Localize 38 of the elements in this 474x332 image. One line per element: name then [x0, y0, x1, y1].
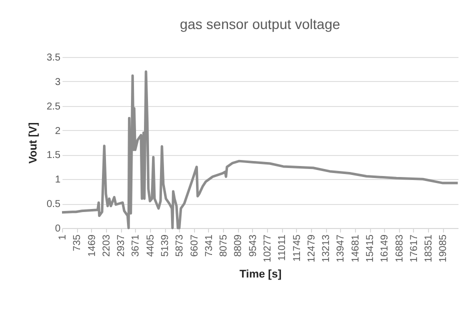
x-tick-label: 13213: [321, 234, 332, 262]
x-tick-label: 3671: [130, 234, 142, 257]
x-tick-label: 1469: [86, 234, 98, 257]
x-tick-label: 16149: [380, 234, 391, 262]
x-tick-label: 4405: [145, 234, 156, 257]
line-series: [60, 70, 460, 230]
chart-title: gas sensor output voltage: [180, 16, 340, 32]
x-tick-label: 735: [72, 234, 84, 252]
x-tick-label: 6607: [189, 234, 200, 257]
x-tick-label: 7341: [204, 234, 215, 257]
x-tick-label: 11745: [292, 234, 303, 262]
x-tick-label: 8075: [218, 234, 230, 257]
y-tick-label: 0.5: [46, 199, 61, 210]
y-tick-label: 2: [54, 126, 61, 137]
x-tick-label: 11011: [277, 234, 288, 261]
x-axis-title: Time [s]: [240, 268, 282, 280]
x-tick-label: 14681: [350, 234, 362, 262]
y-tick-label: 3.5: [46, 52, 61, 64]
x-tick-label: 15415: [365, 234, 376, 262]
y-tick-label: 0: [54, 224, 61, 234]
x-tick-label: 16883: [394, 234, 406, 262]
x-tick-label: 18351: [424, 234, 435, 262]
y-tick-label: 2.5: [46, 101, 61, 112]
y-axis-title: Vout [V]: [28, 122, 40, 164]
x-tick-label: 2937: [116, 234, 128, 257]
x-tick-label: 8809: [233, 234, 244, 257]
x-tick-label: 2203: [101, 234, 112, 257]
x-tick-label: 9543: [248, 234, 259, 257]
x-tick-label: 19085: [438, 234, 450, 262]
x-tick-label: 5873: [174, 234, 186, 257]
y-tick-label: 3: [54, 76, 61, 88]
x-tick-label: 10277: [262, 234, 274, 262]
y-tick-label: 1.5: [46, 150, 61, 162]
x-tick-label: 5139: [160, 234, 172, 257]
y-tick-label: 1: [54, 174, 61, 186]
x-tick-label: 13947: [336, 234, 347, 262]
x-tick-label: 12479: [306, 234, 318, 262]
x-tick-label: 17617: [408, 234, 420, 262]
